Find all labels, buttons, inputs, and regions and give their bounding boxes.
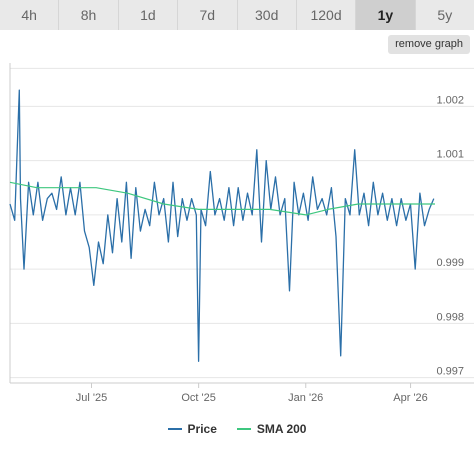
grid-lines (9, 63, 474, 384)
x-tick-label: Oct '25 (181, 392, 216, 404)
legend: Price SMA 200 (0, 421, 474, 437)
tab-120d[interactable]: 120d (296, 0, 357, 30)
tab-1d[interactable]: 1d (118, 0, 179, 30)
x-axis: Jul '25 Oct '25 Jan '26 Apr '26 (76, 383, 428, 404)
legend-item-sma[interactable]: SMA 200 (236, 422, 307, 436)
timeframe-tabs: 4h 8h 1d 7d 30d 120d 1y 5y (0, 0, 474, 30)
y-tick-label: 0.997 (436, 366, 464, 378)
remove-graph-button[interactable]: remove graph (388, 35, 470, 54)
tab-7d[interactable]: 7d (178, 0, 238, 30)
x-tick-label: Jul '25 (76, 392, 107, 404)
legend-label-sma: SMA 200 (256, 422, 307, 436)
tab-1y[interactable]: 1y (356, 0, 416, 30)
y-tick-label: 0.999 (436, 257, 464, 269)
tab-4h[interactable]: 4h (0, 0, 60, 30)
y-tick-label: 0.998 (436, 311, 464, 323)
x-tick-label: Jan '26 (288, 392, 323, 404)
tab-30d[interactable]: 30d (237, 0, 297, 30)
legend-item-price[interactable]: Price (167, 422, 217, 436)
tab-8h[interactable]: 8h (59, 0, 119, 30)
y-tick-label: 1.001 (436, 149, 464, 161)
y-axis: 0.997 0.998 0.999 1.001 1.002 (436, 94, 464, 377)
legend-label-price: Price (187, 422, 217, 436)
tab-5y[interactable]: 5y (415, 0, 474, 30)
y-tick-label: 1.002 (436, 94, 464, 106)
sma-200-line (9, 181, 435, 216)
legend-swatch-price (167, 428, 182, 430)
x-tick-label: Apr '26 (393, 392, 428, 404)
series-group (9, 89, 435, 362)
price-line (9, 89, 435, 362)
legend-swatch-sma (236, 428, 251, 430)
